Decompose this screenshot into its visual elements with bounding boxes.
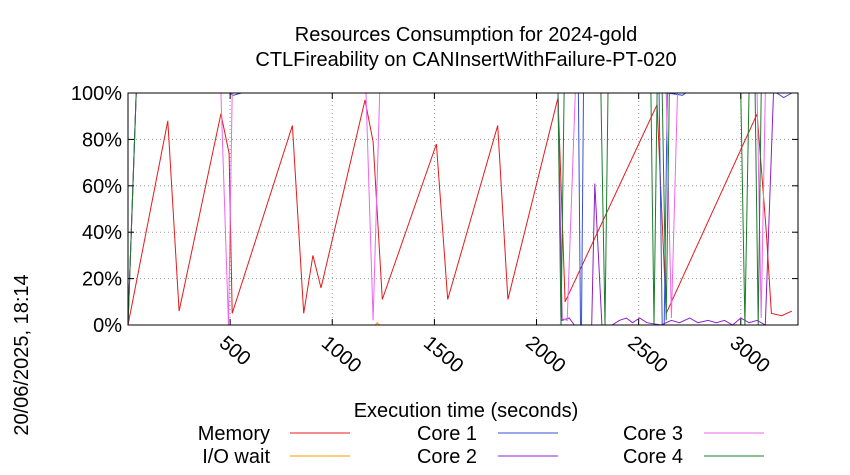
legend-label: Core 3 — [623, 423, 683, 445]
side-timestamp-label: 20/06/2025, 18:14 — [11, 274, 33, 435]
y-tick-label: 40% — [82, 222, 122, 244]
legend-item: Memory — [198, 423, 350, 445]
legend-item: Core 4 — [623, 446, 764, 468]
x-tick-label: 2000 — [521, 332, 569, 377]
y-tick-label: 0% — [93, 315, 122, 337]
y-tick-label: 100% — [71, 83, 122, 105]
chart-title: Resources Consumption for 2024-gold — [295, 24, 637, 46]
legend-item: Core 2 — [417, 446, 558, 468]
y-tick-label: 80% — [82, 129, 122, 151]
x-tick-label: 1500 — [419, 332, 467, 377]
plot-frame — [127, 92, 799, 326]
x-tick-label: 1000 — [317, 332, 365, 377]
legend-label: I/O wait — [202, 446, 270, 468]
grid-layer — [128, 93, 798, 325]
series-line-core-3 — [127, 92, 792, 326]
tick-layer: 0% 20% 40% 60% 80% 100% 500 1000 1500 2000 2500 300… — [71, 83, 798, 377]
legend-label: Core 2 — [417, 446, 477, 468]
legend-item: I/O wait — [202, 446, 350, 468]
x-tick-label: 2500 — [623, 332, 671, 377]
legend-label: Memory — [198, 423, 270, 445]
legend-label: Core 1 — [417, 423, 477, 445]
legend-item: Core 3 — [623, 423, 764, 445]
legend-label: Core 4 — [623, 446, 683, 468]
x-tick-label: 3000 — [726, 332, 774, 377]
legend-item: Core 1 — [417, 423, 558, 445]
x-tick-label: 500 — [215, 332, 255, 370]
series-layer — [127, 92, 793, 326]
y-tick-label: 20% — [82, 269, 122, 291]
y-tick-label: 60% — [82, 176, 122, 198]
x-axis-label: Execution time (seconds) — [354, 400, 579, 422]
chart-subtitle: CTLFireability on CANInsertWithFailure-P… — [255, 49, 676, 71]
